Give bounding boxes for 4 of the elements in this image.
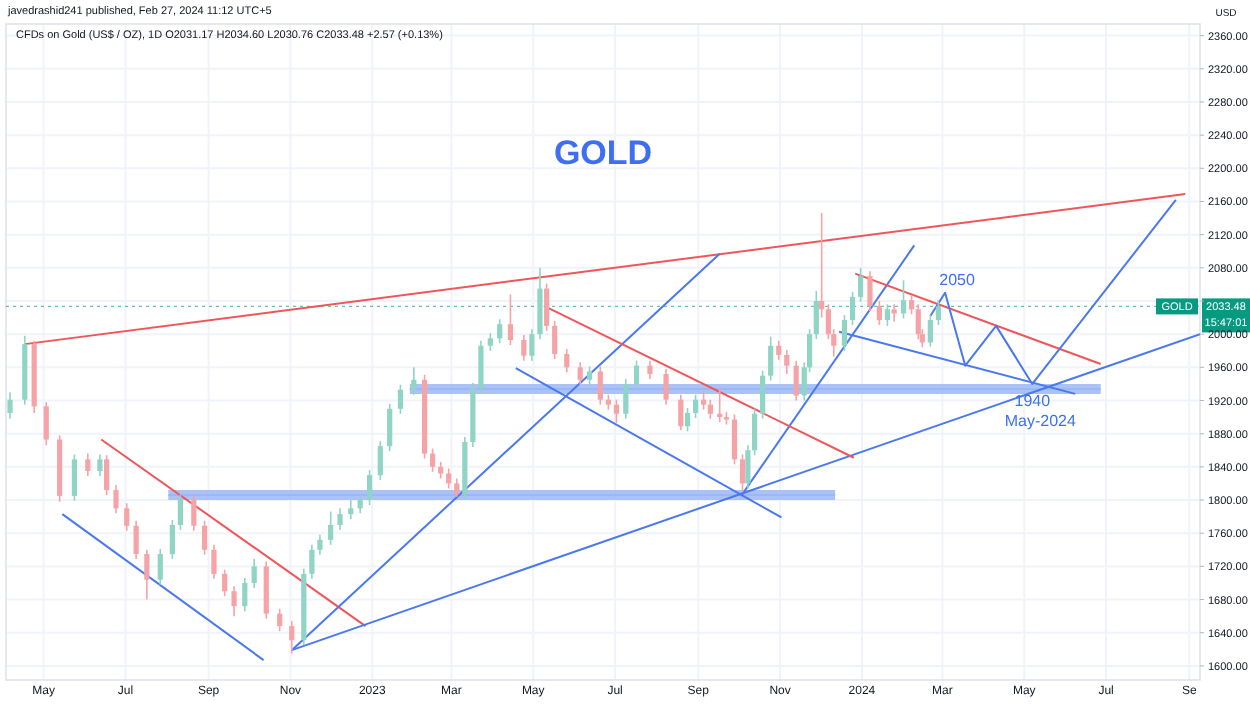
text: GOLD (553, 134, 653, 172)
annotation: 2050 (939, 270, 976, 289)
annotation: May-2024 (1004, 411, 1077, 430)
annotation: 1940 (1014, 391, 1052, 410)
